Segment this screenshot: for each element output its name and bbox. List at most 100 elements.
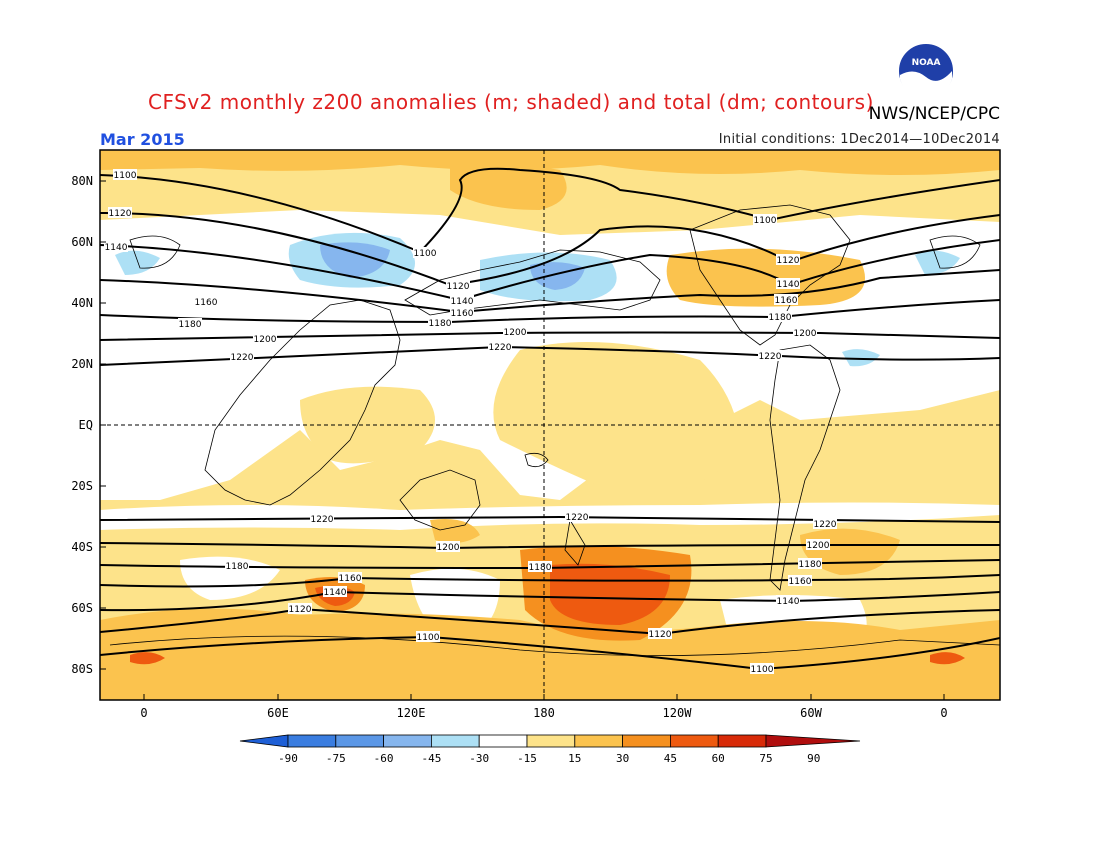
svg-text:1180: 1180 (799, 560, 822, 570)
contour-label: 1200 (436, 541, 460, 553)
initial-conditions: Initial conditions: 1Dec2014—10Dec2014 (718, 132, 1000, 147)
longitude-label: 120E (397, 706, 426, 720)
svg-text:1120: 1120 (649, 630, 672, 640)
svg-text:1180: 1180 (529, 563, 552, 573)
svg-text:1180: 1180 (179, 320, 202, 330)
svg-text:1100: 1100 (414, 249, 437, 259)
svg-text:1180: 1180 (226, 562, 249, 572)
svg-text:1200: 1200 (504, 328, 527, 338)
contour-label: 1140 (776, 595, 800, 607)
svg-text:1140: 1140 (451, 297, 474, 307)
colorbar-swatch (670, 734, 719, 748)
svg-text:1140: 1140 (777, 280, 800, 290)
contour-label: 1140 (450, 295, 474, 307)
colorbar-swatch (383, 734, 432, 748)
contour-label: 1120 (648, 628, 672, 640)
svg-text:1160: 1160 (195, 298, 218, 308)
contour-label: 1180 (798, 558, 822, 570)
colorbar-label: -45 (421, 752, 441, 765)
contour-label: 1120 (776, 254, 800, 266)
contour-label: 1200 (793, 327, 817, 339)
latitude-label: 80S (71, 662, 93, 676)
contour-label: 1200 (503, 326, 527, 338)
contour-label: 1220 (230, 351, 254, 363)
colorbar-label: -75 (326, 752, 346, 765)
svg-text:1120: 1120 (109, 209, 132, 219)
contour-label: 1200 (253, 333, 277, 345)
longitude-labels: 0 60E 120E 180 120W 60W 0 (140, 694, 948, 720)
contour-label: 1220 (310, 513, 334, 525)
colorbar-label: 15 (568, 752, 581, 765)
longitude-label: 60E (267, 706, 289, 720)
contour-label: 1100 (113, 169, 137, 181)
contour-label: 1200 (806, 539, 830, 551)
colorbar-swatch (287, 734, 337, 748)
colorbar-right-arrow (765, 734, 861, 748)
contour-label: 1160 (774, 294, 798, 306)
forecast-month: Mar 2015 (100, 130, 185, 149)
colorbar-labels: -90 -75 -60 -45 -30 -15 15 30 45 60 75 90 (278, 752, 820, 765)
svg-text:1100: 1100 (114, 171, 137, 181)
svg-text:1180: 1180 (429, 319, 452, 329)
contour-label: 1160 (450, 307, 474, 319)
longitude-label: 0 (940, 706, 947, 720)
svg-text:1220: 1220 (814, 520, 837, 530)
longitude-label: 60W (800, 706, 822, 720)
contour-labels: 1100 1100 1100 1100 1100 1120 1120 1120 1120 1120… (104, 169, 837, 675)
noaa-logo-icon: NOAA (897, 42, 955, 100)
contour-label: 1220 (565, 511, 589, 523)
svg-text:1160: 1160 (775, 296, 798, 306)
latitude-labels: 80N 60N 40N 20N EQ 20S 40S 60S 80S (71, 174, 106, 676)
svg-text:1200: 1200 (254, 335, 277, 345)
colorbar-left-arrow (239, 734, 289, 748)
contour-label: 1180 (528, 561, 552, 573)
longitude-label: 0 (140, 706, 147, 720)
colorbar-swatch (717, 734, 767, 748)
contour-label: 1160 (788, 575, 812, 587)
colorbar-label: -90 (278, 752, 298, 765)
svg-text:1160: 1160 (339, 574, 362, 584)
colorbar-label: -15 (517, 752, 537, 765)
svg-text:1100: 1100 (751, 665, 774, 675)
svg-text:1140: 1140 (777, 597, 800, 607)
contour-label: 1100 (750, 663, 774, 675)
latitude-label: 40N (71, 296, 93, 310)
latitude-label: 80N (71, 174, 93, 188)
contour-label: 1100 (753, 214, 777, 226)
colorbar-label: 75 (759, 752, 772, 765)
svg-text:1180: 1180 (769, 313, 792, 323)
contour-label: 1120 (288, 603, 312, 615)
contour-label: 1180 (768, 311, 792, 323)
colorbar-label: -30 (469, 752, 489, 765)
colorbar-swatch (526, 734, 576, 748)
svg-text:1160: 1160 (451, 309, 474, 319)
svg-text:1160: 1160 (789, 577, 812, 587)
svg-text:1220: 1220 (231, 353, 254, 363)
colorbar-swatch (430, 734, 480, 748)
longitude-label: 120W (663, 706, 693, 720)
agency-credit: NWS/NCEP/CPC (868, 104, 1000, 124)
contour-label: 1180 (428, 317, 452, 329)
map-title: CFSv2 monthly z200 anomalies (m; shaded)… (148, 90, 874, 114)
svg-text:1220: 1220 (489, 343, 512, 353)
latitude-label: EQ (79, 418, 93, 432)
latitude-label: 60N (71, 235, 93, 249)
colorbar-label: -60 (374, 752, 394, 765)
contour-label: 1160 (194, 296, 218, 308)
contour-label: 1120 (108, 207, 132, 219)
svg-text:1200: 1200 (807, 541, 830, 551)
colorbar (239, 734, 861, 748)
svg-text:1220: 1220 (566, 513, 589, 523)
colorbar-swatch (335, 734, 384, 748)
svg-text:1200: 1200 (437, 543, 460, 553)
longitude-label: 180 (533, 706, 555, 720)
contour-label: 1140 (323, 586, 347, 598)
latitude-label: 40S (71, 540, 93, 554)
colorbar-swatch (478, 734, 528, 748)
latitude-label: 20N (71, 357, 93, 371)
contour-label: 1100 (416, 631, 440, 643)
contour-label: 1160 (338, 572, 362, 584)
svg-text:1140: 1140 (105, 243, 128, 253)
contour-label: 1180 (225, 560, 249, 572)
